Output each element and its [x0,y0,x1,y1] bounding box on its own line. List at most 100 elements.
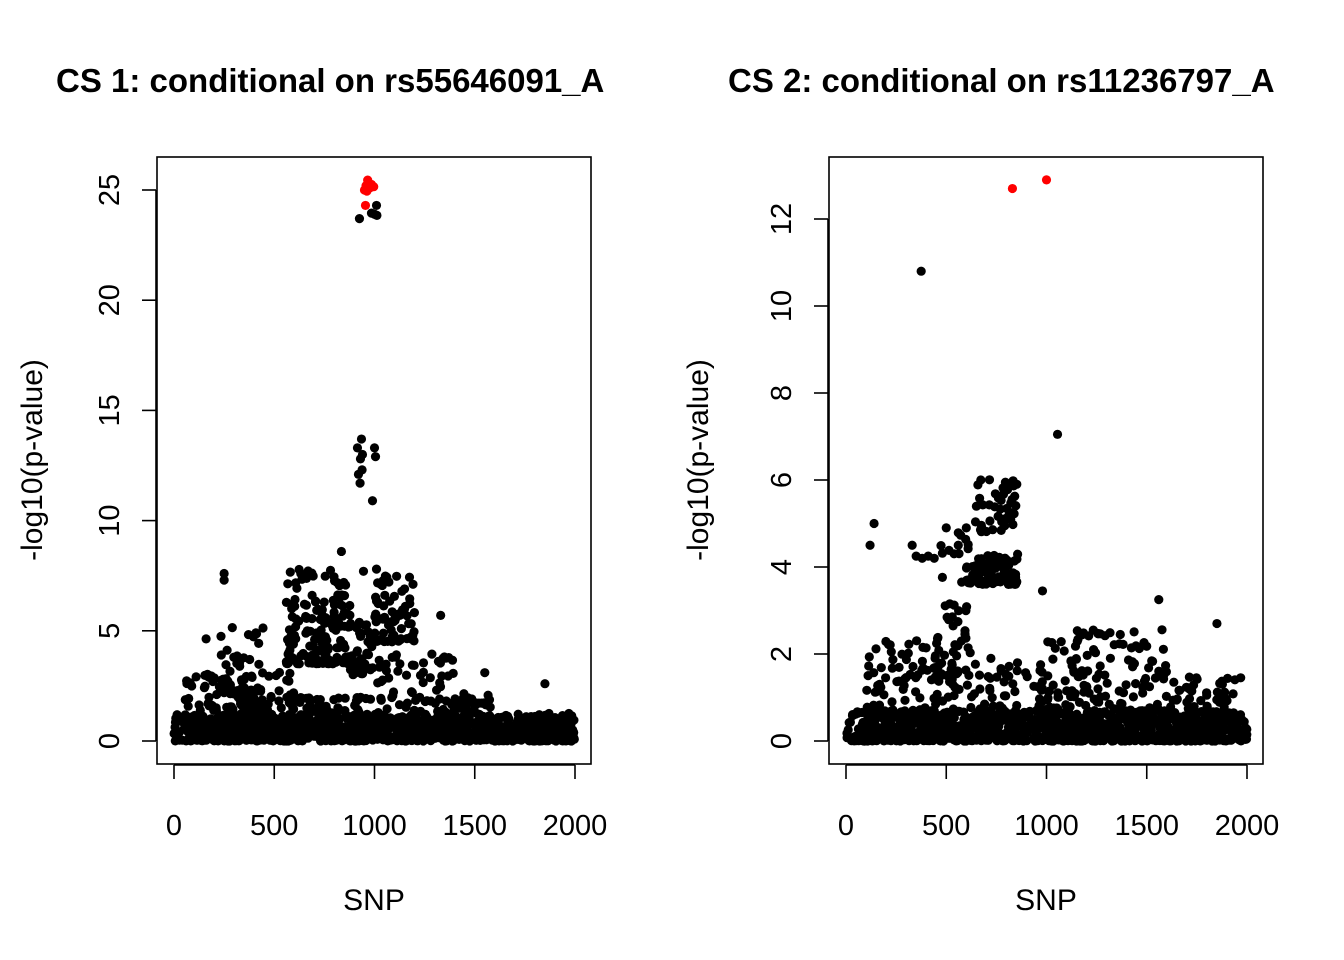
data-point [853,708,863,718]
data-point [321,705,331,715]
data-point [340,706,350,716]
data-point [967,692,977,702]
data-point [932,666,943,676]
data-point [966,578,976,588]
data-point [1052,429,1063,439]
data-point [418,658,429,668]
data-point [1220,687,1230,697]
data-point [1095,661,1105,671]
data-point [296,568,306,579]
data-point [271,670,281,681]
data-point [1082,682,1092,692]
data-point [1033,682,1043,692]
panel-2-x-axis: 0 500 1000 1500 2000 [838,764,1279,842]
data-point [1212,618,1222,629]
data-point [907,734,917,744]
data-point [869,518,879,529]
data-point [853,724,864,734]
data-point [960,629,970,639]
data-point [189,710,200,721]
data-point [245,699,255,709]
data-point [1145,720,1155,730]
y-tick-label: 6 [766,472,798,488]
data-point [1185,727,1196,737]
data-point [248,686,258,696]
data-point [418,667,428,677]
panel-2-y-axis: 0 2 4 6 8 10 12 [766,203,829,749]
data-point [1012,658,1023,668]
data-point [415,725,425,735]
data-point [437,671,447,681]
panel-2: CS 2: conditional on rs11236797_A 0 500 10… [682,62,1279,917]
data-point [291,614,301,624]
data-point [432,685,442,695]
data-point [194,700,204,710]
data-point [895,730,905,740]
data-point [358,566,369,576]
data-point [1212,695,1222,705]
data-point [236,698,246,708]
data-point [961,523,971,533]
data-point [329,607,339,617]
data-point [394,700,405,710]
data-point [356,692,366,702]
data-point [453,727,463,737]
data-point [510,733,520,743]
data-point [480,668,490,678]
data-point [936,714,946,724]
data-point [198,711,208,721]
x-tick-label: 500 [922,810,970,842]
data-point [1118,711,1129,721]
data-point [970,659,981,669]
data-point [317,610,327,621]
data-point [948,704,958,714]
data-point [433,711,443,721]
data-point [930,693,941,703]
data-point [996,664,1006,674]
y-tick-label: 12 [766,203,798,235]
data-point [904,639,914,649]
data-point [441,696,451,706]
data-point [1114,686,1124,696]
data-point [876,663,886,673]
data-point [406,687,417,697]
data-point [887,697,897,707]
data-point [187,722,197,732]
data-point [285,699,296,709]
panel-1-title: CS 1: conditional on rs55646091_A [56,62,604,99]
data-point [984,475,995,485]
data-point [1169,677,1179,687]
data-point [996,495,1006,505]
data-point [438,653,448,663]
data-point [378,735,388,745]
data-point [531,713,541,724]
panel-1: CS 1: conditional on rs55646091_A 0 500 10… [16,62,607,917]
data-point [373,598,383,609]
highlighted-point [360,200,371,211]
data-point [892,722,902,732]
data-point [402,634,412,644]
data-point [1135,714,1145,724]
data-point [1129,627,1139,637]
data-point [871,644,881,654]
data-point [1016,732,1026,742]
data-point [384,577,394,587]
data-point [393,636,404,646]
data-point [1077,666,1087,676]
data-point [552,716,562,726]
data-point [916,266,926,276]
data-point [379,612,390,622]
data-point [553,723,563,734]
data-point [435,722,445,733]
data-point [500,732,510,742]
data-point [1010,491,1020,501]
data-point [1209,726,1219,736]
data-point [948,679,958,689]
data-point [1202,690,1212,700]
data-point [392,571,402,581]
data-point [990,489,1001,499]
data-point [356,628,366,638]
data-point [1021,668,1031,678]
data-point [963,544,973,554]
panel-1-plot-frame [156,156,592,765]
